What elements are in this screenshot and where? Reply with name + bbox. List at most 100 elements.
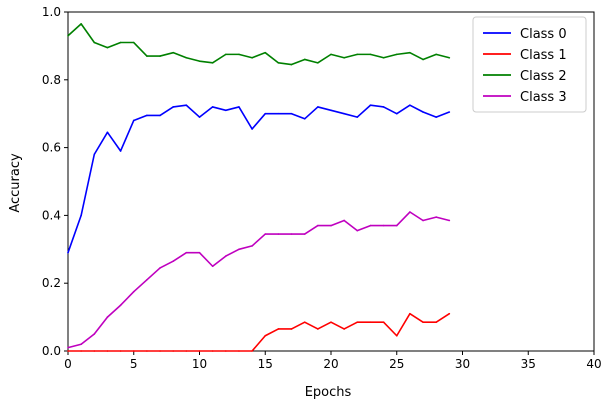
data-point	[356, 116, 359, 118]
data-point	[106, 316, 109, 318]
data-point	[238, 248, 240, 251]
data-point	[395, 112, 398, 115]
x-tick-label: 40	[586, 357, 601, 371]
data-point	[238, 106, 240, 108]
y-tick-label: 0.2	[42, 276, 61, 290]
data-point	[369, 321, 372, 323]
data-point	[395, 224, 398, 227]
data-point	[264, 112, 267, 115]
data-point	[211, 350, 214, 352]
data-point	[146, 350, 148, 352]
x-tick-label: 25	[389, 357, 404, 371]
data-point	[159, 350, 161, 352]
data-point	[185, 104, 188, 107]
data-point	[172, 106, 174, 108]
data-point	[119, 350, 122, 352]
data-point	[330, 321, 332, 323]
data-point	[435, 216, 438, 218]
data-point	[448, 219, 451, 222]
data-point	[422, 321, 424, 323]
data-point	[317, 224, 319, 227]
data-point	[132, 350, 135, 352]
data-point	[93, 333, 96, 335]
data-point	[343, 56, 345, 59]
data-point	[317, 328, 319, 330]
series-0	[67, 104, 451, 254]
data-point	[211, 62, 214, 64]
data-point	[93, 153, 96, 156]
series-line	[67, 104, 450, 253]
data-point	[251, 350, 253, 352]
data-point	[330, 224, 332, 227]
data-point	[290, 233, 293, 235]
data-point	[435, 53, 438, 56]
data-point	[198, 251, 201, 254]
legend-entry: Class 3	[520, 90, 567, 105]
data-point	[238, 350, 240, 352]
data-point	[119, 304, 122, 307]
series-2	[67, 23, 451, 66]
data-point	[317, 62, 319, 64]
data-point	[67, 251, 69, 254]
y-tick-label: 0.0	[42, 344, 61, 358]
data-point	[317, 106, 319, 108]
data-point	[422, 58, 424, 61]
y-tick-label: 1.0	[42, 5, 61, 19]
data-point	[80, 343, 82, 346]
data-point	[93, 350, 96, 352]
data-point	[225, 255, 227, 257]
data-point	[106, 350, 109, 352]
data-point	[290, 63, 293, 66]
data-point	[67, 34, 69, 37]
data-point	[106, 131, 109, 134]
series-line	[67, 23, 450, 66]
x-tick-label: 35	[521, 357, 536, 371]
data-point	[264, 334, 267, 337]
data-point	[303, 58, 306, 61]
legend-entry: Class 1	[520, 48, 567, 63]
data-point	[369, 224, 372, 227]
data-point	[435, 321, 438, 323]
data-point	[382, 56, 385, 59]
data-point	[225, 53, 227, 56]
data-point	[159, 55, 161, 57]
data-point	[264, 51, 267, 54]
data-point	[132, 119, 135, 122]
series-line	[67, 211, 450, 349]
y-tick-label: 0.6	[42, 141, 61, 155]
data-point	[119, 41, 122, 44]
data-point	[369, 53, 372, 56]
data-point	[159, 267, 161, 269]
x-tick-label: 0	[64, 357, 72, 371]
data-point	[409, 312, 411, 315]
data-point	[422, 111, 424, 113]
data-point	[67, 350, 69, 352]
legend-box	[472, 16, 587, 113]
data-point	[198, 350, 201, 352]
data-point	[80, 350, 82, 352]
data-point	[146, 55, 148, 57]
data-point	[356, 53, 359, 56]
data-point	[80, 23, 82, 25]
data-point	[303, 233, 306, 235]
data-point	[264, 233, 267, 235]
data-point	[343, 219, 345, 222]
data-point	[185, 251, 188, 254]
data-point	[119, 150, 122, 152]
data-point	[93, 41, 96, 44]
data-point	[277, 328, 280, 330]
data-point	[67, 346, 69, 349]
data-point	[448, 56, 451, 59]
data-point	[80, 214, 82, 217]
data-point	[409, 211, 411, 213]
data-point	[356, 229, 359, 232]
data-point	[238, 53, 240, 56]
data-point	[448, 111, 451, 113]
series-line	[68, 312, 450, 352]
data-point	[251, 56, 253, 59]
axes: 0 5 10 15 20 25 30 35 40 0.0 0.2 0.4 0.6 0.8 1.0	[42, 5, 602, 371]
data-point	[356, 321, 359, 323]
data-point	[277, 112, 280, 115]
data-point	[382, 106, 385, 108]
data-point	[395, 53, 398, 56]
